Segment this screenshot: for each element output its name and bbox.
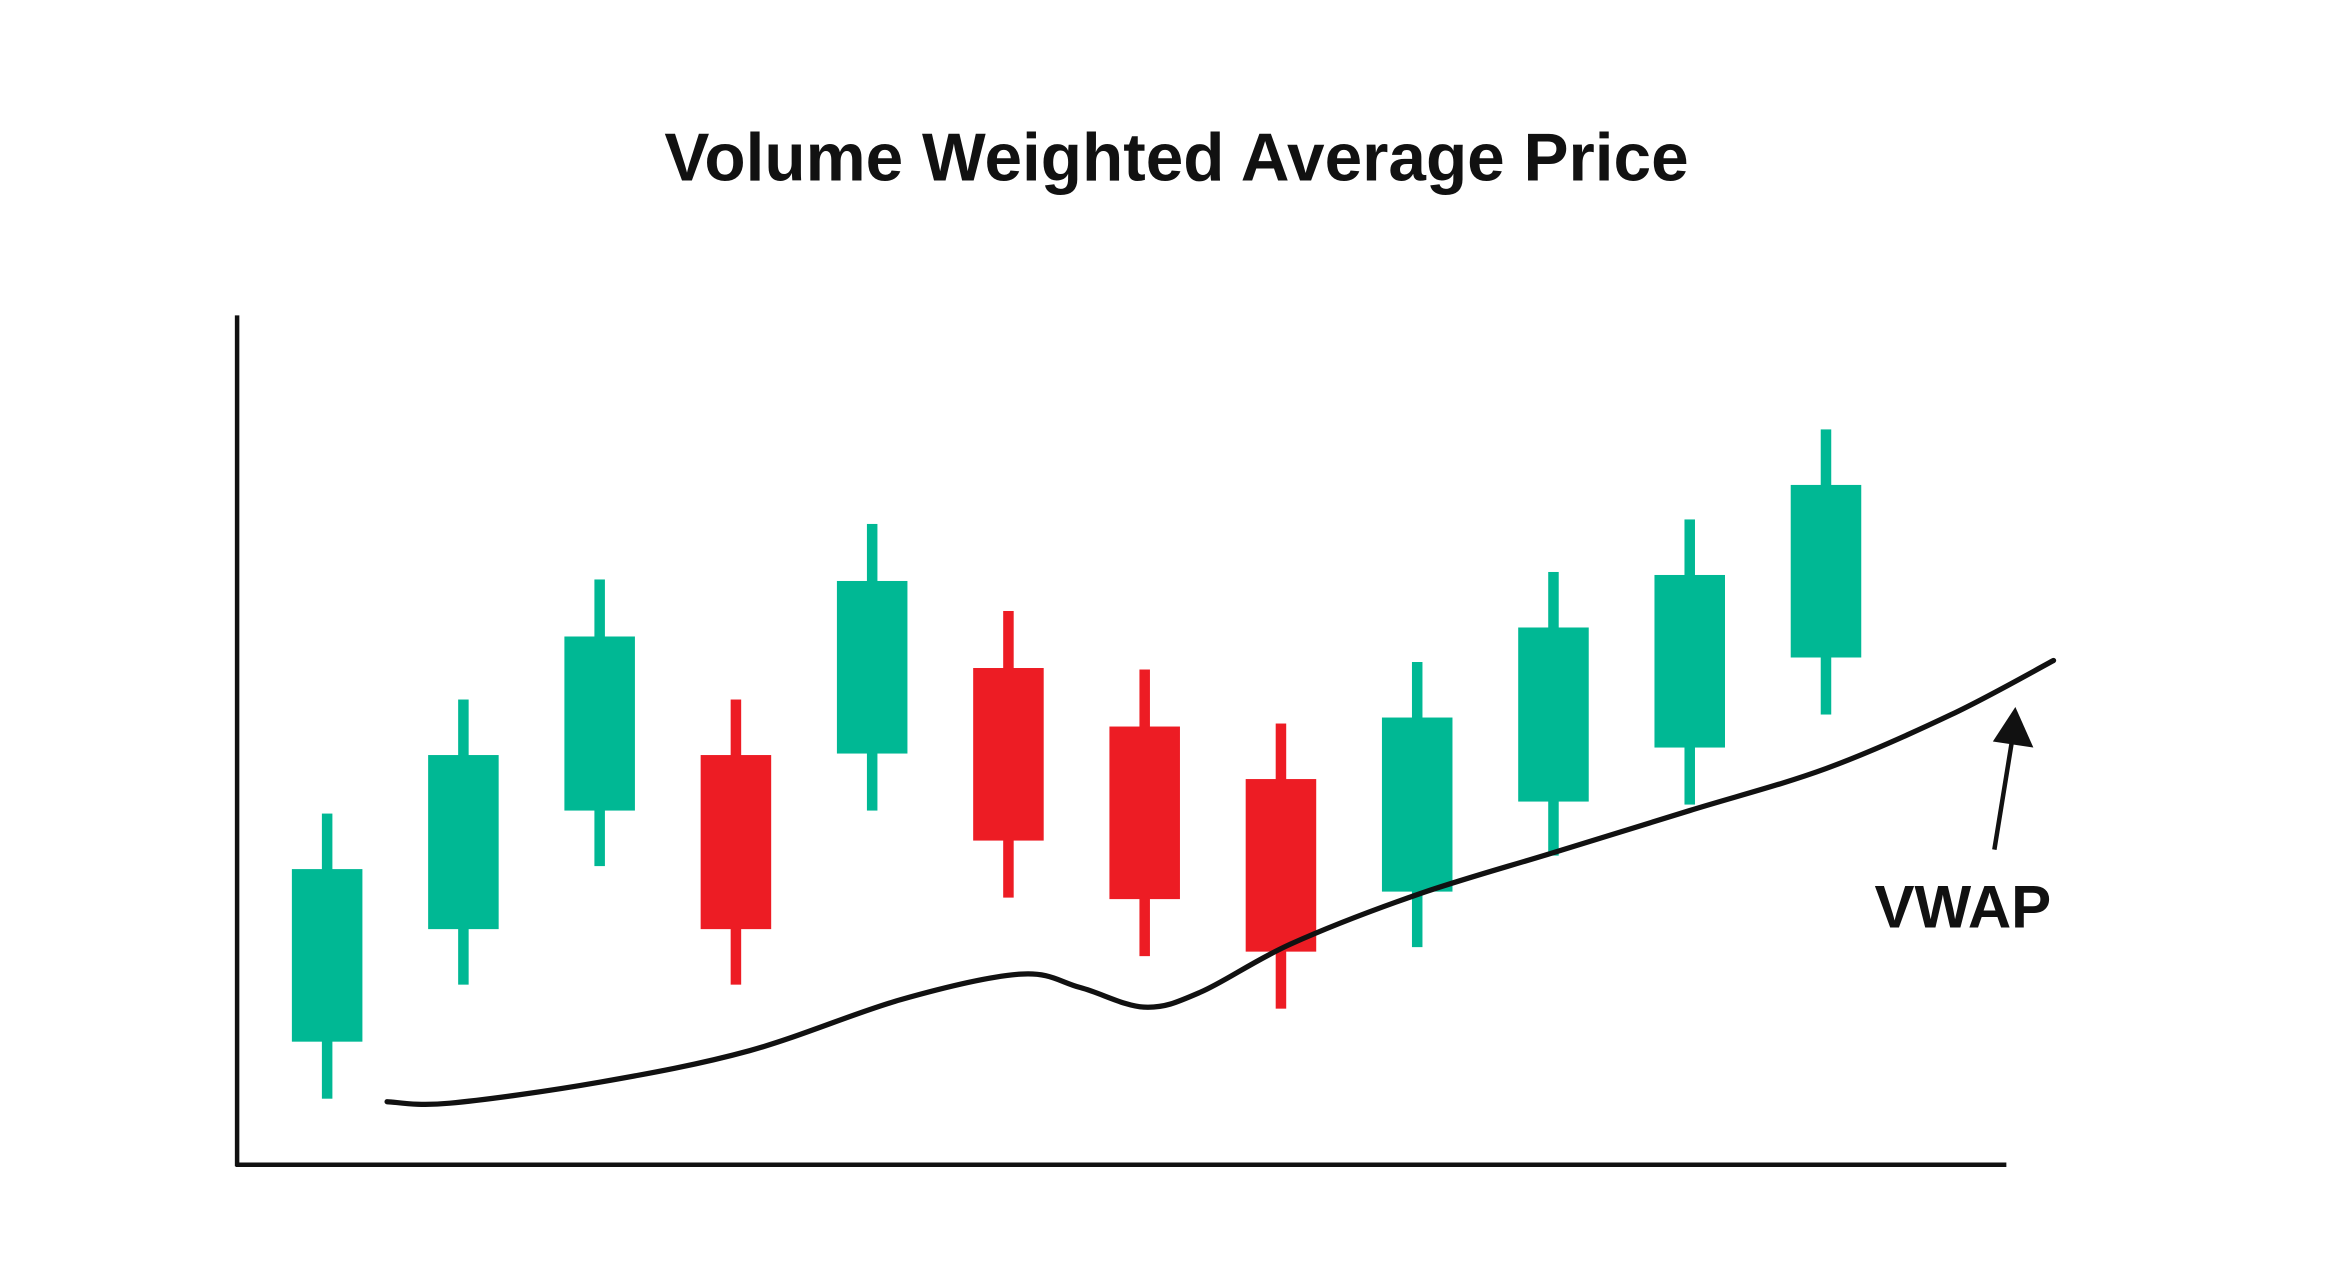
candle-bullish [291,813,363,1099]
candle-bullish [564,579,635,867]
candle-body [1790,484,1862,658]
candles-group [291,429,1862,1099]
candle-bearish [973,610,1044,898]
vwap-label: VWAP [1874,874,2051,941]
candle-body [1518,627,1589,802]
candle-bullish [1790,429,1862,715]
candle-body [1654,574,1725,748]
candle-bearish [1245,723,1317,1009]
vwap-annotation: VWAP [1874,707,2051,941]
annotation-arrow-shaft [1992,738,2015,850]
vwap-line [384,657,2057,1107]
annotation-arrow-head [1992,707,2034,748]
candle-body [973,668,1044,841]
candle-body [1381,717,1453,892]
candle-bullish [1654,519,1725,805]
candle-bullish [836,523,908,811]
candle-body [1245,779,1317,952]
candle-body [428,755,499,930]
candle-body [564,636,635,811]
candle-body [836,580,908,754]
candle-bullish [1518,571,1589,856]
candle-body [700,755,772,930]
candle-body [1109,726,1180,900]
candle-bullish [428,699,499,985]
candle-body [291,869,363,1042]
chart-title: Volume Weighted Average Price [664,120,1688,195]
candle-bullish [1381,662,1453,948]
candle-bearish [700,699,772,985]
candle-bearish [1109,669,1180,957]
